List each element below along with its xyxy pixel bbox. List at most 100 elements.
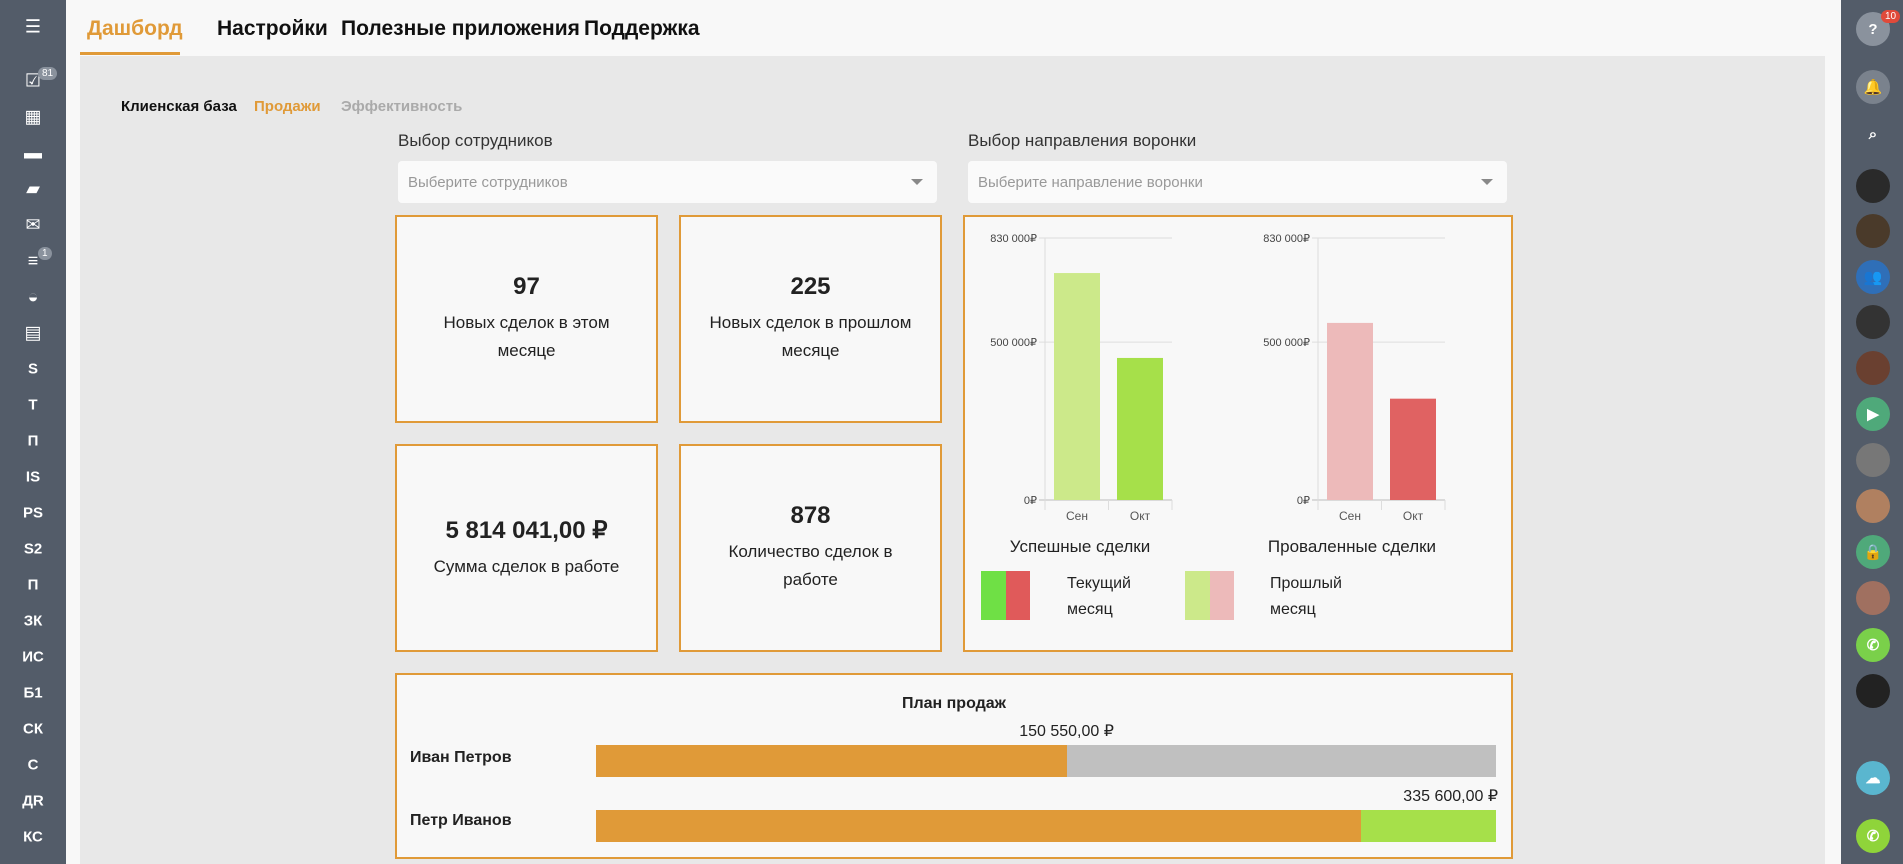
subtab-efficiency[interactable]: Эффективность <box>341 98 463 115</box>
bar-Сен <box>1054 273 1100 500</box>
phone-call-icon[interactable]: ✆ <box>1856 628 1890 662</box>
user-avatar[interactable] <box>1856 489 1890 523</box>
sidebar-item[interactable]: С <box>27 756 39 774</box>
y-tick-label: 0₽ <box>1297 495 1310 507</box>
search-icon[interactable]: ⌕ <box>1868 125 1878 143</box>
funnel-placeholder: Выберите направление воронки <box>978 174 1203 191</box>
sales-plan-panel: План продаж Иван Петров 150 550,00 ₽ Пет… <box>395 673 1513 859</box>
active-tab-underline <box>80 52 180 55</box>
notification-badge: 1 <box>38 247 52 260</box>
deals-chart-panel: 0₽ 500 000₽ 830 000₽ Сен Окт 0₽ 500 000₽ 830 00… <box>963 215 1513 652</box>
user-avatar[interactable] <box>1856 674 1890 708</box>
video-call-icon[interactable]: ▶ <box>1856 397 1890 431</box>
sidebar-item[interactable]: S2 <box>23 540 43 558</box>
bar-Окт <box>1117 357 1163 500</box>
notification-badge: 81 <box>38 67 58 80</box>
sidebar-item[interactable]: П <box>27 576 39 594</box>
sidebar-item[interactable]: Б1 <box>23 684 43 702</box>
user-avatar[interactable] <box>1856 169 1890 203</box>
x-tick-label: Окт <box>1130 509 1151 523</box>
stat-value: 97 <box>513 273 540 300</box>
bar-Сен <box>1327 322 1373 500</box>
stat-label: Новых сделок в прошлом месяце <box>709 313 912 360</box>
plan-progress-rest <box>1066 745 1496 777</box>
chevron-down-icon <box>911 179 923 185</box>
user-avatar[interactable] <box>1856 305 1890 339</box>
plan-progress-bar <box>596 810 1496 842</box>
employee-name: Петр Иванов <box>410 812 512 829</box>
sidebar-item[interactable]: ДR <box>22 792 44 810</box>
tab-dashboard[interactable]: Дашборд <box>87 17 183 40</box>
y-tick-label: 0₽ <box>1024 495 1037 507</box>
help-badge: 10 <box>1881 10 1901 23</box>
tab-settings[interactable]: Настройки <box>217 17 328 40</box>
sidebar-item[interactable]: T <box>28 396 38 414</box>
group-chat-icon[interactable]: 👥 <box>1856 260 1890 294</box>
plan-progress-rest <box>1361 810 1496 842</box>
sidebar-item[interactable]: PS <box>22 504 43 522</box>
menu-icon[interactable]: ☰ <box>24 16 42 37</box>
tab-support[interactable]: Поддержка <box>584 17 700 40</box>
employees-select[interactable]: Выберите сотрудников <box>398 161 937 203</box>
user-avatar[interactable] <box>1856 581 1890 615</box>
robot-icon[interactable]: ◒ <box>27 286 39 307</box>
stat-card-new-last-month: 225 Новых сделок в прошлом месяце <box>679 215 942 423</box>
sidebar-item[interactable]: IS <box>25 468 41 486</box>
subtab-sales[interactable]: Продажи <box>254 98 321 115</box>
legend-label-previous: Прошлый месяц <box>1270 575 1342 618</box>
user-avatar[interactable] <box>1856 351 1890 385</box>
stat-card-new-this-month: 97 Новых сделок в этом месяце <box>395 215 658 423</box>
tab-useful-apps[interactable]: Полезные приложения <box>341 17 580 40</box>
filter-icon[interactable]: ≡ <box>27 250 39 271</box>
mail-icon[interactable]: ✉ <box>25 214 41 235</box>
bell-icon[interactable]: 🔔 <box>1856 70 1890 104</box>
sidebar-item[interactable]: КС <box>23 828 43 846</box>
employees-placeholder: Выберите сотрудников <box>408 174 568 191</box>
stat-label: Новых сделок в этом месяце <box>443 313 610 360</box>
subtab-clients[interactable]: Клиенская база <box>121 98 237 115</box>
stat-value: 5 814 041,00 ₽ <box>445 516 608 544</box>
sidebar-item[interactable]: ИС <box>22 648 44 666</box>
chat-icon[interactable]: ▰ <box>26 178 40 199</box>
bar-Окт <box>1390 398 1436 500</box>
stat-value: 878 <box>790 502 831 529</box>
tasks-icon[interactable]: ☑ <box>24 70 42 91</box>
funnel-select[interactable]: Выберите направление воронки <box>968 161 1507 203</box>
stat-card-sum-in-work: 5 814 041,00 ₽ Сумма сделок в работе <box>395 444 658 652</box>
stat-card-count-in-work: 878 Количество сделок в работе <box>679 444 942 652</box>
sidebar-item[interactable]: СК <box>23 720 43 738</box>
employees-label: Выбор сотрудников <box>398 131 553 150</box>
sidebar-item[interactable]: ЗК <box>23 612 43 630</box>
header: Дашборд Настройки Полезные приложения По… <box>66 0 1841 56</box>
stat-label: Сумма сделок в работе <box>433 556 620 576</box>
device-cloud-icon[interactable]: ☁ <box>1856 761 1890 795</box>
stat-value: 225 <box>790 273 831 300</box>
drive-icon[interactable]: ▬ <box>24 142 42 163</box>
plan-amount: 335 600,00 ₽ <box>1403 788 1498 805</box>
y-tick-label: 500 000₽ <box>990 337 1037 349</box>
plan-progress-fill <box>596 745 1067 777</box>
phone-icon[interactable]: ✆ <box>1856 819 1890 853</box>
chart-title-success: Успешные сделки <box>1009 537 1151 556</box>
employee-name: Иван Петров <box>410 749 512 766</box>
chevron-down-icon <box>1481 179 1493 185</box>
contact-card-icon[interactable]: ▤ <box>24 322 42 343</box>
calendar-icon[interactable]: ▦ <box>24 106 42 127</box>
left-sidebar: ☰ ☑ 81 ▦ ▬ ▰ ✉ ≡ 1 ◒ ▤ S T П IS PS S2 П ЗК ИС Б1 СК С ДR КС <box>0 0 66 864</box>
sidebar-item[interactable]: S <box>27 360 38 378</box>
chart-title-failed: Проваленные сделки <box>1267 537 1437 556</box>
x-tick-label: Окт <box>1403 509 1424 523</box>
x-tick-label: Сен <box>1339 509 1361 523</box>
user-avatar[interactable] <box>1856 443 1890 477</box>
funnel-label: Выбор направления воронки <box>968 131 1197 150</box>
legend-swatch-current <box>981 571 1030 620</box>
plan-progress-bar <box>596 745 1496 777</box>
y-tick-label: 830 000₽ <box>1263 233 1310 245</box>
x-tick-label: Сен <box>1066 509 1088 523</box>
lock-icon[interactable]: 🔒 <box>1856 535 1890 569</box>
sidebar-item[interactable]: П <box>27 432 39 450</box>
plan-progress-fill <box>596 810 1361 842</box>
y-tick-label: 830 000₽ <box>990 233 1037 245</box>
user-avatar[interactable] <box>1856 214 1890 248</box>
deals-charts: 0₽ 500 000₽ 830 000₽ Сен Окт 0₽ 500 000₽ 830 00… <box>990 233 1446 523</box>
